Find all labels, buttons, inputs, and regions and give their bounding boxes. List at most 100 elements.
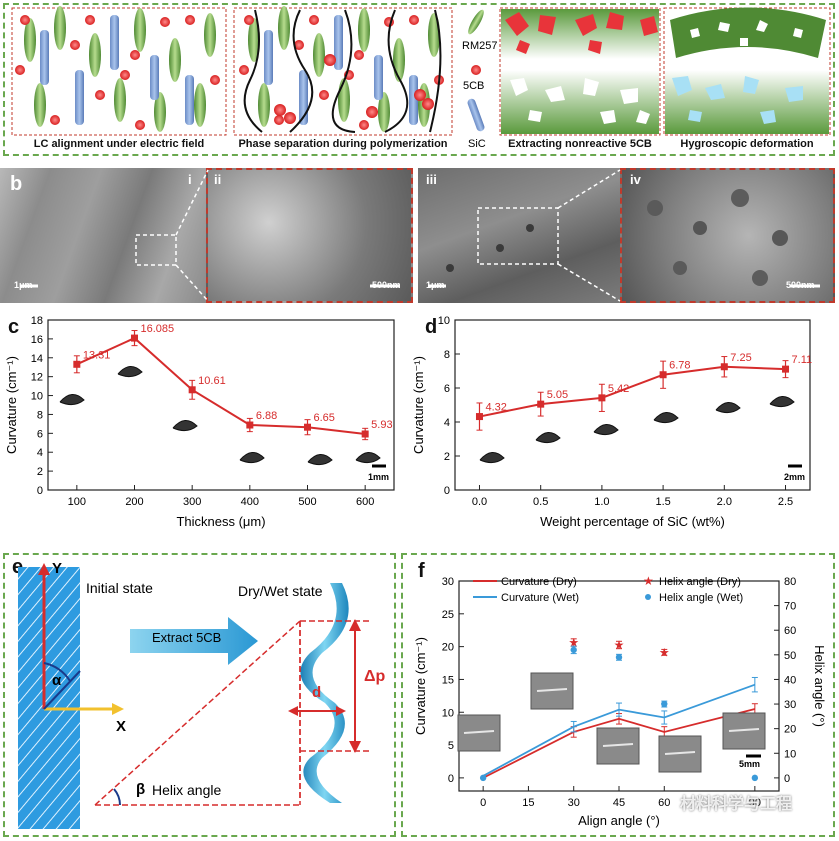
sample-image <box>239 452 265 464</box>
x-tick-label: 1.5 <box>655 496 670 508</box>
y-tick-label: 5 <box>448 740 454 752</box>
helix-dry-point: ★ <box>568 636 579 650</box>
sample-image <box>593 424 619 436</box>
data-label: 13.31 <box>83 349 111 361</box>
y-tick-label: 0 <box>37 485 43 497</box>
x-tick-label: 45 <box>613 797 625 809</box>
scale-label: 2mm <box>784 472 805 482</box>
chart-c: 0 2 4 6 8 10 12 14 16 18 100 200 300 400 500 600 Thickne… <box>4 315 395 529</box>
y-axis-title: Curvature (cm⁻¹) <box>411 356 426 454</box>
hygroscopic-box <box>663 7 831 136</box>
sample-strip <box>728 728 760 732</box>
panel-d-label: d <box>425 316 438 338</box>
scale-iv: 500nm <box>786 280 815 290</box>
legend-label: Helix angle (Dry) <box>659 576 741 588</box>
sample-image <box>59 394 85 406</box>
x-tick-label: 90 <box>749 797 761 809</box>
series-line <box>479 365 786 418</box>
panel-a-schematics <box>11 6 831 136</box>
helix-wet-point <box>570 646 577 654</box>
data-point <box>475 413 483 421</box>
plot-frame <box>47 319 395 491</box>
x-axis-title: Thickness (μm) <box>176 514 265 529</box>
data-point <box>659 371 667 379</box>
sem-label-iv: iv <box>630 172 641 187</box>
y2-axis-title: Helix angle (°) <box>812 645 827 727</box>
data-point <box>782 365 790 373</box>
x-tick-label: 60 <box>658 797 670 809</box>
caption-hygroscopic: Hygroscopic deformation <box>680 138 814 150</box>
y2-tick-label: 20 <box>784 724 796 736</box>
y-tick-label: 16 <box>31 334 43 346</box>
sample-image <box>535 432 561 444</box>
data-point <box>73 360 81 368</box>
data-point <box>188 386 196 394</box>
extraction-box <box>499 7 661 136</box>
data-label: 7.25 <box>730 352 751 364</box>
sample-image <box>653 412 679 424</box>
y-axis-title: Curvature (cm⁻¹) <box>4 356 19 454</box>
x-tick-label: 400 <box>241 496 259 508</box>
y2-tick-label: 70 <box>784 601 796 613</box>
x-axis-title: Weight percentage of SiC (wt%) <box>540 514 725 529</box>
data-label: 6.78 <box>669 360 690 372</box>
data-point <box>537 400 545 408</box>
y-tick-label: 12 <box>31 372 43 384</box>
sample-image <box>355 452 381 464</box>
y-tick-label: 4 <box>444 417 450 429</box>
x-axis-label: X <box>116 718 127 735</box>
scale-ii: 500nm <box>372 280 401 290</box>
panel-f-label: f <box>418 560 425 582</box>
y2-tick-label: 60 <box>784 625 796 637</box>
y-tick-label: 6 <box>444 383 450 395</box>
data-label: 5.93 <box>371 419 392 431</box>
scale-iii: 1μm <box>426 280 445 290</box>
legend-5cb: 5CB <box>463 80 485 92</box>
sem-label-iii: iii <box>426 172 437 187</box>
y-tick-label: 25 <box>442 609 454 621</box>
legend-rm257: RM257 <box>462 40 498 52</box>
legend-swatch <box>645 594 651 600</box>
sample-strip <box>536 688 568 692</box>
x-tick-label: 1.0 <box>594 496 609 508</box>
data-label: 5.05 <box>547 389 568 401</box>
drywet-state-label: Dry/Wet state <box>238 583 323 599</box>
legend-label: Helix angle (Wet) <box>659 592 743 604</box>
sample-image <box>172 420 198 432</box>
data-point <box>720 363 728 371</box>
d-label: d <box>312 684 322 701</box>
caption-phase-separation: Phase separation during polymerization <box>238 138 448 150</box>
sem-label-ii: ii <box>214 172 222 187</box>
y2-tick-label: 50 <box>784 650 796 662</box>
legend-label: Curvature (Wet) <box>501 592 579 604</box>
x-tick-label: 2.5 <box>778 496 793 508</box>
y-tick-label: 4 <box>37 447 43 459</box>
sample-strip <box>602 743 634 747</box>
sem-image-iii <box>418 168 620 303</box>
y-tick-label: 14 <box>31 353 43 365</box>
helix-angle-label: Helix angle <box>152 782 222 798</box>
alignment-box <box>11 6 227 136</box>
y2-tick-label: 10 <box>784 748 796 760</box>
watermark: 材料科学与工程 <box>680 796 793 813</box>
data-label: 16.085 <box>141 323 175 335</box>
x-tick-label: 0.5 <box>533 496 548 508</box>
beta-label: β <box>136 781 146 798</box>
chart-f: 0 5 10 15 20 25 30 0 10 20 30 40 50 60 70 80 0 15 30 45 60 90… <box>413 574 827 828</box>
data-label: 6.65 <box>314 412 335 424</box>
panel-b-label: b <box>10 173 23 195</box>
x-tick-label: 0 <box>480 797 486 809</box>
x-tick-label: 0.0 <box>472 496 487 508</box>
x-tick-label: 600 <box>356 496 374 508</box>
data-label: 6.88 <box>256 410 277 422</box>
panel-e-frame <box>3 553 396 837</box>
panel-a-frame <box>3 3 835 156</box>
y-tick-label: 15 <box>442 674 454 686</box>
sample-strip <box>463 730 495 734</box>
sem-zoom-marks <box>20 169 820 302</box>
y-tick-label: 18 <box>31 315 43 327</box>
x-tick-label: 300 <box>183 496 201 508</box>
sample-image <box>715 402 741 414</box>
y-tick-label: 8 <box>444 349 450 361</box>
panel-c-label: c <box>8 316 20 338</box>
